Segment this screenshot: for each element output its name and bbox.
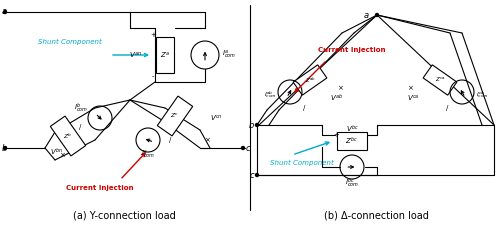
Text: $I^a_{com}$: $I^a_{com}$ <box>222 49 236 61</box>
Text: /: / <box>446 105 448 111</box>
Text: (a) Y-connection load: (a) Y-connection load <box>72 210 176 220</box>
Text: b: b <box>2 144 8 152</box>
Circle shape <box>256 173 258 177</box>
Text: $\times$: $\times$ <box>204 136 210 144</box>
Text: Shunt Component: Shunt Component <box>270 160 334 166</box>
Polygon shape <box>423 65 457 95</box>
Text: /: / <box>79 124 81 130</box>
Text: b: b <box>248 121 254 129</box>
Text: Shunt Component: Shunt Component <box>38 39 102 45</box>
Text: /: / <box>169 137 171 143</box>
Text: $Z^{ab}$: $Z^{ab}$ <box>304 75 316 85</box>
Text: $Z^a$: $Z^a$ <box>160 50 170 60</box>
Circle shape <box>4 146 6 149</box>
Text: $V^{bn}$: $V^{bn}$ <box>50 146 64 158</box>
Text: $\times$: $\times$ <box>58 151 66 159</box>
Polygon shape <box>293 65 327 95</box>
Text: $V^{an}$: $V^{an}$ <box>129 50 142 60</box>
Text: c: c <box>250 170 254 180</box>
Circle shape <box>256 124 258 126</box>
Text: $Z^{ca}$: $Z^{ca}$ <box>434 76 446 84</box>
Text: $V^{ab}$: $V^{ab}$ <box>330 92 343 104</box>
Polygon shape <box>158 96 192 136</box>
Text: $\times$: $\times$ <box>336 84 344 92</box>
Text: -: - <box>368 132 370 138</box>
Circle shape <box>376 14 378 17</box>
Text: +: + <box>150 32 156 38</box>
Text: $\times$: $\times$ <box>406 84 414 92</box>
Text: +: + <box>333 132 339 138</box>
Text: $Z^b$: $Z^b$ <box>64 131 72 141</box>
Text: $V^{cn}$: $V^{cn}$ <box>210 113 222 123</box>
Polygon shape <box>156 37 174 73</box>
Text: a: a <box>364 11 369 20</box>
Text: Current Injection: Current Injection <box>66 185 134 191</box>
Text: -: - <box>152 73 154 79</box>
Text: $I^{bc}_{com}$: $I^{bc}_{com}$ <box>345 176 359 190</box>
Text: a: a <box>2 7 7 17</box>
Text: $Z^{bc}$: $Z^{bc}$ <box>346 135 358 147</box>
Text: $I^{ab}_{com}$: $I^{ab}_{com}$ <box>264 90 277 100</box>
Text: $Z^c$: $Z^c$ <box>170 112 179 120</box>
Text: $V^{ca}$: $V^{ca}$ <box>408 93 420 103</box>
Text: $I^b_{com}$: $I^b_{com}$ <box>74 101 88 115</box>
Polygon shape <box>337 132 367 150</box>
Text: $V^{bc}$: $V^{bc}$ <box>346 123 358 135</box>
Circle shape <box>4 11 6 14</box>
Text: $I^c_{com}$: $I^c_{com}$ <box>141 149 155 161</box>
Text: /: / <box>303 105 305 111</box>
Circle shape <box>242 146 244 149</box>
Text: $I^{ca}_{com}$: $I^{ca}_{com}$ <box>476 90 489 100</box>
Text: c: c <box>246 144 250 152</box>
Text: Current Injection: Current Injection <box>318 47 386 53</box>
Text: (b) Δ-connection load: (b) Δ-connection load <box>324 210 428 220</box>
Polygon shape <box>50 116 86 156</box>
